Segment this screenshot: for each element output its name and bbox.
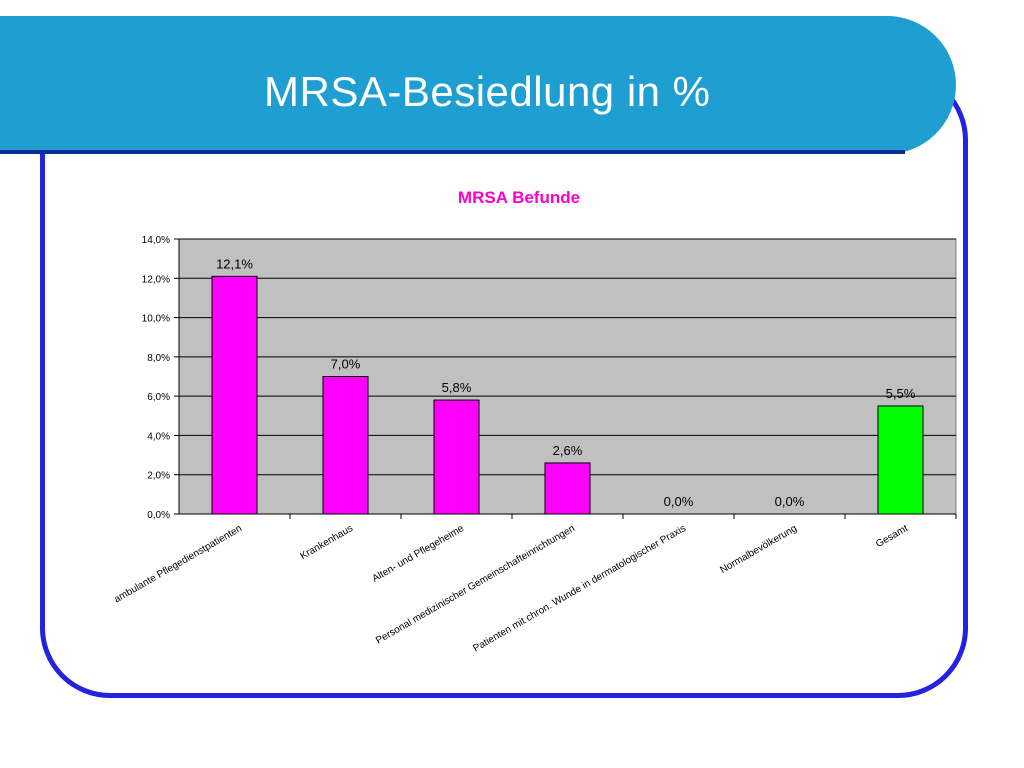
y-tick-label: 0,0% — [147, 510, 170, 521]
y-tick-label: 6,0% — [147, 392, 170, 403]
data-label: 5,8% — [442, 380, 472, 395]
bar — [544, 462, 591, 515]
title-banner: MRSA-Besiedlung in % — [0, 16, 956, 154]
x-tick-label: Normalbevölkerung — [718, 523, 799, 576]
bar — [433, 399, 480, 515]
data-label: 12,1% — [216, 256, 253, 271]
data-label: 2,6% — [553, 443, 583, 458]
y-tick-label: 2,0% — [147, 471, 170, 482]
y-tick-label: 14,0% — [142, 235, 170, 246]
bar — [211, 275, 258, 515]
page-title: MRSA-Besiedlung in % — [264, 68, 711, 115]
data-label: 0,0% — [664, 494, 694, 509]
x-tick-label: Personal medizinischer Gemeinschafteinri… — [374, 523, 577, 646]
y-tick-label: 12,0% — [142, 274, 170, 285]
bar — [322, 376, 369, 515]
y-tick-label: 8,0% — [147, 353, 170, 364]
data-label: 7,0% — [331, 357, 361, 372]
data-label: 5,5% — [886, 386, 916, 401]
plot-area: 0,0% 2,0% 4,0% 6,0% 8,0% 10,0% 12,0% 14,0% 12,1%… — [112, 235, 957, 655]
x-tick-label: Krankenhaus — [298, 523, 355, 562]
y-tick-label: 10,0% — [142, 314, 170, 325]
x-tick-label: Alten- und Pflegeheime — [370, 523, 466, 585]
bar — [877, 405, 924, 515]
title-underline — [0, 150, 905, 154]
x-tick-label: Patienten mit chron. Wunde in dermatolog… — [471, 523, 688, 654]
data-label: 0,0% — [775, 494, 805, 509]
y-tick-label: 4,0% — [147, 431, 170, 442]
chart-title: MRSA Befunde — [458, 188, 580, 207]
x-tick-label: ambulante Pflegedienstpatienten — [112, 523, 244, 605]
x-tick-label: Gesamt — [874, 523, 910, 550]
